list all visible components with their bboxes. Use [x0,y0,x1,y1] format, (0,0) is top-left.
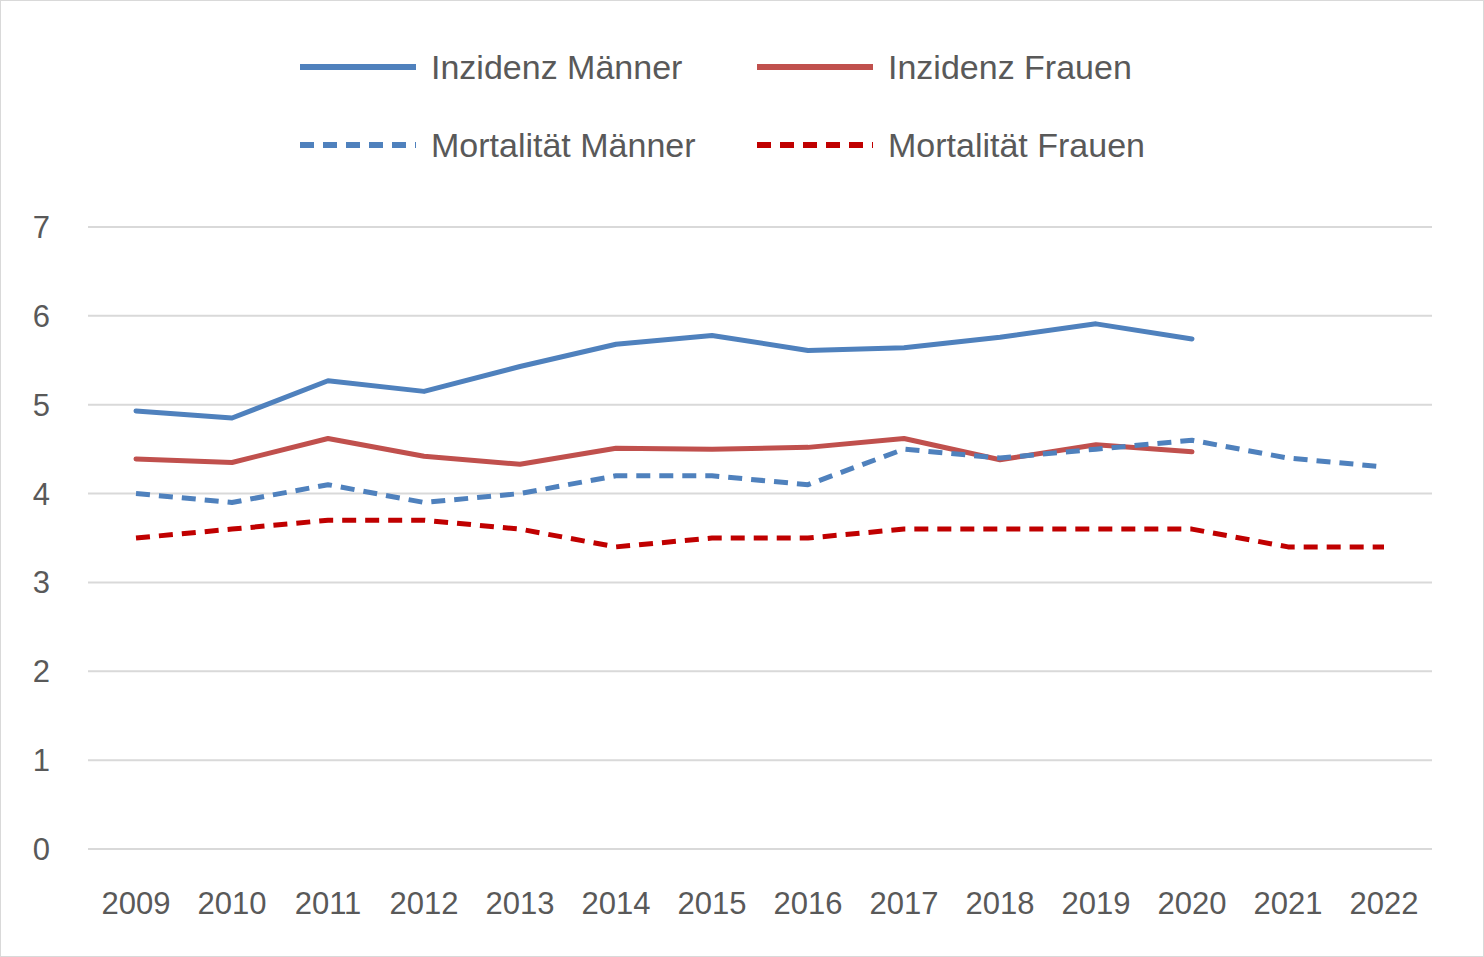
grid-line [88,759,1432,761]
x-tick-label: 2022 [1350,886,1419,921]
x-tick-label: 2013 [486,886,555,921]
grid-line [88,848,1432,850]
legend-label: Mortalität Frauen [888,126,1145,164]
legend-swatch [757,64,873,70]
legend: Inzidenz Männer Inzidenz Frauen Mortalität… [300,48,1145,164]
y-tick-label: 4 [33,477,50,512]
legend-label: Mortalität Männer [431,126,696,164]
grid-line [88,493,1432,495]
series-line [136,438,1192,464]
series-line [136,324,1192,418]
y-tick-label: 3 [33,565,50,600]
legend-label: Inzidenz Männer [431,48,682,86]
x-tick-label: 2018 [966,886,1035,921]
y-tick-label: 7 [33,210,50,245]
x-tick-label: 2016 [774,886,843,921]
series-line [136,520,1384,547]
grid-line [88,404,1432,406]
plot-area [136,324,1384,547]
x-tick-label: 2021 [1254,886,1323,921]
grid-line [88,670,1432,672]
series-line [136,440,1384,502]
x-tick-label: 2020 [1158,886,1227,921]
y-tick-label: 5 [33,388,50,423]
x-tick-label: 2015 [678,886,747,921]
x-tick-label: 2010 [198,886,267,921]
y-tick-label: 6 [33,299,50,334]
legend-swatch [757,142,873,148]
x-tick-label: 2009 [102,886,171,921]
x-tick-label: 2019 [1062,886,1131,921]
chart-frame [1,1,1484,957]
grid-line [88,581,1432,583]
legend-swatch [300,142,416,148]
grid [88,227,1432,849]
grid-line [88,315,1432,317]
x-tick-label: 2011 [295,886,362,921]
legend-swatch [300,64,416,70]
y-tick-label: 2 [33,654,50,689]
chart: 0 1 2 3 4 5 6 7 2009 2010 2011 2012 2013 2014 2015 2016… [0,0,1484,957]
x-tick-label: 2014 [582,886,651,921]
y-tick-label: 0 [33,832,50,867]
x-tick-label: 2017 [870,886,939,921]
x-tick-label: 2012 [390,886,459,921]
y-tick-label: 1 [33,743,50,778]
legend-label: Inzidenz Frauen [888,48,1132,86]
grid-line [88,226,1432,228]
